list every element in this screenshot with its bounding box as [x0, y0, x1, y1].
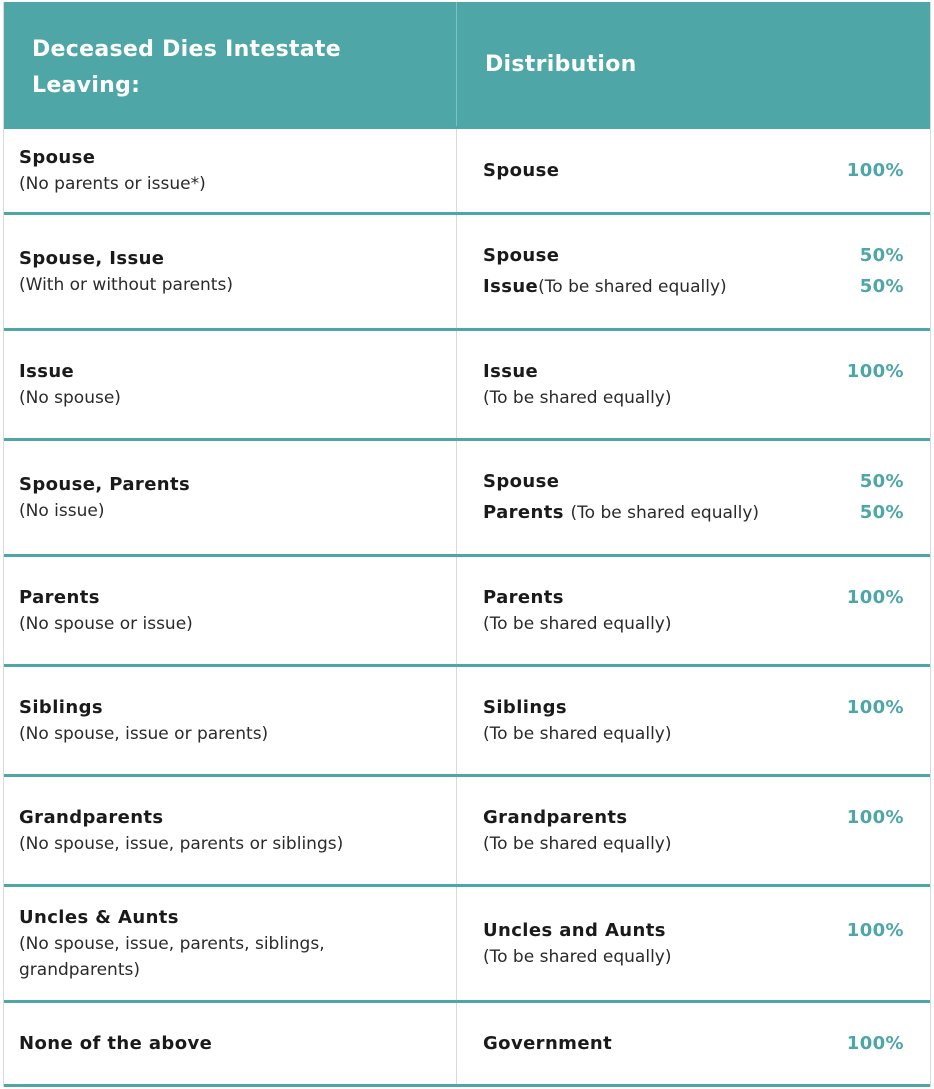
row-left-title: Parents: [19, 586, 100, 608]
row-right-sub: (To be shared equally): [483, 723, 672, 744]
row-right-sub: (To be shared equally): [483, 946, 672, 967]
row-left-sub: (No issue): [19, 500, 105, 521]
header-deceased-column: Deceased Dies Intestate Leaving:: [4, 2, 457, 126]
row-right-title: Parents: [483, 586, 564, 608]
row-right-title: Uncles and Aunts: [483, 919, 666, 941]
row-left-cell: Spouse, Issue (With or without parents): [4, 215, 457, 328]
row-right-cell: Parents 100% (To be shared equally): [457, 557, 930, 664]
row-left-sub: (No spouse, issue or parents): [19, 723, 269, 744]
row-left-sub: (With or without parents): [19, 274, 233, 295]
row-right-note: (To be shared equally): [538, 277, 727, 297]
table-row: Parents (No spouse or issue) Parents 100…: [4, 554, 930, 664]
table-row: Spouse, Issue (With or without parents) …: [4, 212, 930, 328]
row-left-sub: (No spouse or issue): [19, 613, 193, 634]
row-right-title: Issue: [483, 276, 539, 297]
row-right-cell: Spouse 100%: [457, 129, 930, 212]
header-right-label: Distribution: [485, 51, 637, 77]
table-row: Issue (No spouse) Issue 100% (To be shar…: [4, 328, 930, 438]
row-left-cell: Siblings (No spouse, issue or parents): [4, 667, 457, 774]
row-left-title: Spouse, Parents: [19, 473, 191, 495]
row-right-note: (To be shared equally): [570, 503, 760, 523]
row-right-title: Spouse: [483, 245, 560, 266]
row-right-cell: Siblings 100% (To be shared equally): [457, 667, 930, 774]
row-right-percentage: 100%: [846, 696, 904, 718]
table-header: Deceased Dies Intestate Leaving: Distrib…: [4, 2, 930, 126]
row-right-percentage: 100%: [846, 360, 904, 382]
row-right-title: Grandparents: [483, 806, 628, 828]
row-left-sub: (No spouse, issue, parents or siblings): [19, 833, 344, 854]
intestate-distribution-table: Deceased Dies Intestate Leaving: Distrib…: [3, 2, 931, 1087]
table-row: Spouse (No parents or issue*) Spouse 100…: [4, 126, 930, 212]
row-left-cell: Spouse (No parents or issue*): [4, 129, 457, 212]
row-right-percentage: 100%: [846, 919, 904, 941]
row-right-percentage: 100%: [846, 1032, 904, 1054]
row-left-cell: Issue (No spouse): [4, 331, 457, 438]
row-left-title: None of the above: [19, 1032, 213, 1054]
row-left-sub: (No parents or issue*): [19, 173, 206, 194]
row-right-percentage: 100%: [846, 586, 904, 608]
row-left-cell: Grandparents (No spouse, issue, parents …: [4, 777, 457, 884]
row-left-title: Issue: [19, 360, 75, 382]
row-left-title: Siblings: [19, 696, 103, 718]
table-row: Spouse, Parents (No issue) Spouse 50% Pa…: [4, 438, 930, 554]
row-left-cell: None of the above: [4, 1003, 457, 1084]
row-left-sub: (No spouse): [19, 387, 121, 408]
table-row: Grandparents (No spouse, issue, parents …: [4, 774, 930, 884]
row-right-cell: Grandparents 100% (To be shared equally): [457, 777, 930, 884]
row-right-sub: (To be shared equally): [483, 613, 672, 634]
row-right-sub: (To be shared equally): [483, 833, 672, 854]
row-right-title: Parents: [483, 502, 564, 523]
row-right-percentage: 50%: [859, 502, 904, 523]
row-right-cell: Spouse 50% Parents (To be shared equally…: [457, 441, 930, 554]
row-right-cell: Uncles and Aunts 100% (To be shared equa…: [457, 887, 930, 1000]
row-right-cell: Spouse 50% Issue(To be shared equally) 5…: [457, 215, 930, 328]
row-right-title: Siblings: [483, 696, 567, 718]
row-right-title: Spouse: [483, 159, 560, 181]
table-bottom-border: [4, 1084, 930, 1087]
header-left-line1: Deceased Dies Intestate: [32, 37, 341, 62]
row-left-sub: grandparents): [19, 959, 140, 980]
header-distribution-column: Distribution: [457, 2, 930, 126]
row-right-percentage: 50%: [859, 276, 904, 297]
header-left-line2: Leaving:: [32, 73, 141, 98]
row-right-percentage: 50%: [859, 245, 904, 266]
row-right-percentage: 100%: [846, 806, 904, 828]
row-left-cell: Parents (No spouse or issue): [4, 557, 457, 664]
row-left-cell: Spouse, Parents (No issue): [4, 441, 457, 554]
row-left-title: Spouse: [19, 146, 96, 168]
row-right-cell: Government 100%: [457, 1003, 930, 1084]
row-right-title: Issue: [483, 360, 539, 382]
row-right-percentage: 50%: [859, 471, 904, 492]
row-right-cell: Issue 100% (To be shared equally): [457, 331, 930, 438]
row-left-title: Uncles & Aunts: [19, 906, 179, 928]
row-right-title: Spouse: [483, 471, 560, 492]
row-left-cell: Uncles & Aunts (No spouse, issue, parent…: [4, 887, 457, 1000]
row-right-title: Government: [483, 1032, 613, 1054]
table-row: Siblings (No spouse, issue or parents) S…: [4, 664, 930, 774]
row-left-title: Grandparents: [19, 806, 164, 828]
row-left-sub: (No spouse, issue, parents, siblings,: [19, 933, 325, 954]
row-left-title: Spouse, Issue: [19, 247, 165, 269]
row-right-percentage: 100%: [846, 159, 904, 181]
table-row: None of the above Government 100%: [4, 1000, 930, 1084]
row-right-sub: (To be shared equally): [483, 387, 672, 408]
table-row: Uncles & Aunts (No spouse, issue, parent…: [4, 884, 930, 1000]
